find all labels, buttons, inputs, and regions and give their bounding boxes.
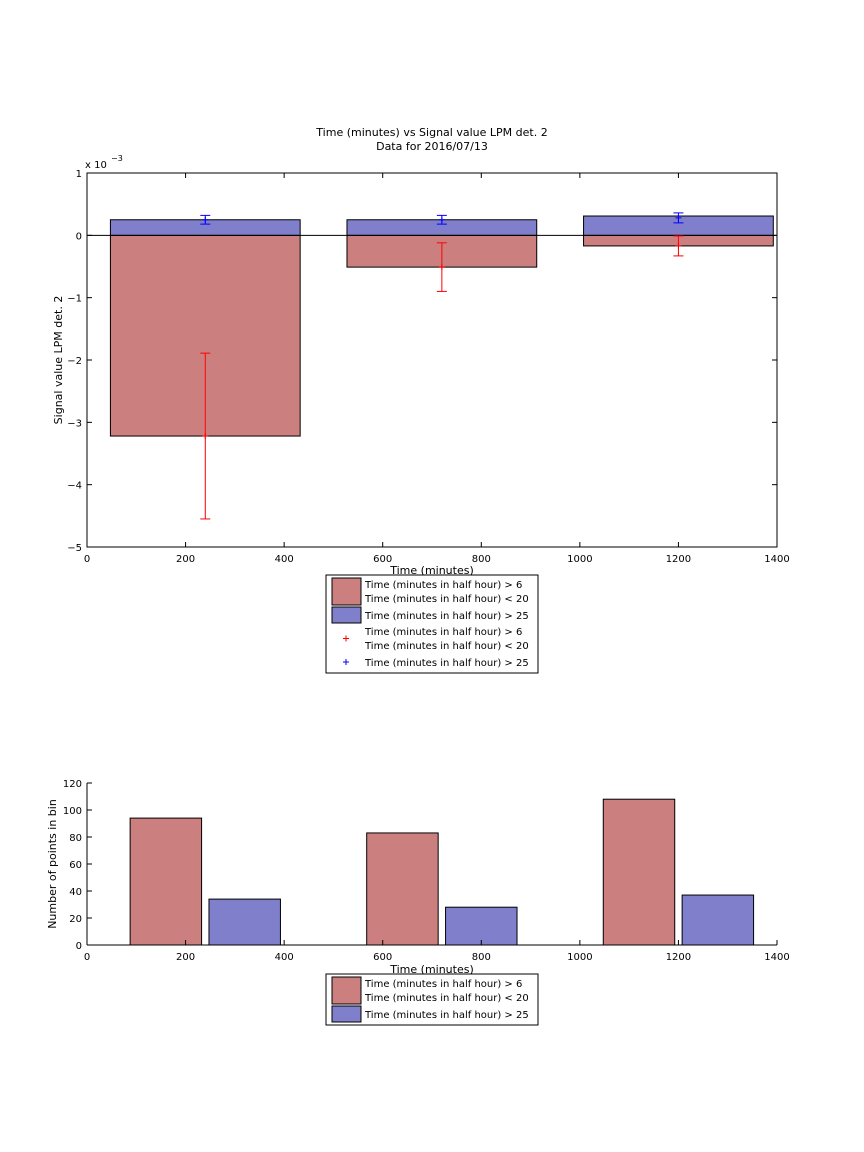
y-tick-label: 1	[76, 169, 82, 180]
y-tick-label: 0	[76, 941, 82, 952]
top-chart-subtitle: Data for 2016/07/13	[376, 140, 488, 153]
legend-entry-3: Time (minutes in half hour) > 6 Time (min…	[343, 627, 529, 652]
legend-entry-1: Time (minutes in half hour) > 6 Time (min…	[331, 976, 529, 1005]
top-chart-ticks: 0 200 400 600 800 1000 1200 1400 −5 −4 −3 −2 −1 0 1	[67, 169, 789, 565]
legend-swatch	[331, 577, 362, 606]
errorbar-series1-1	[200, 352, 211, 520]
y-tick-label: 20	[69, 914, 82, 925]
legend-label: Time (minutes in half hour) > 6	[364, 979, 522, 990]
count-bar-series2-2	[445, 906, 518, 946]
y-tick-label: 0	[76, 231, 82, 242]
y-tick-label: −4	[67, 481, 82, 492]
errorbar-series1-2	[436, 242, 447, 292]
y-tick-label: −2	[67, 356, 82, 367]
top-chart-exponent-base: x 10	[85, 160, 107, 171]
top-chart-xlabel: Time (minutes)	[389, 564, 474, 577]
legend-entry-1: Time (minutes in half hour) > 6 Time (min…	[331, 577, 529, 606]
count-bar-series1-1	[129, 817, 203, 946]
bottom-chart-legend: Time (minutes in half hour) > 6 Time (min…	[325, 973, 539, 1026]
y-tick-label: −1	[67, 294, 82, 305]
legend-swatch	[331, 606, 362, 624]
x-tick-label: 400	[275, 952, 294, 963]
bottom-chart-ticks: 0 200 400 600 800 1000 1200 1400 0 20 40 60 80 100 120	[63, 779, 790, 963]
top-chart-exponent-power: −3	[111, 154, 123, 163]
errorbar-series2-2	[436, 214, 447, 225]
bottom-chart-marks	[129, 798, 755, 946]
legend-label-line2: Time (minutes in half hour) < 20	[364, 641, 529, 652]
legend-entry-2: Time (minutes in half hour) > 25	[331, 1005, 529, 1023]
y-tick-label: −5	[67, 543, 82, 554]
y-tick-label: −3	[67, 418, 82, 429]
errorbar-series1-3	[673, 235, 684, 257]
top-chart-marks	[87, 212, 777, 520]
x-tick-label: 1400	[764, 554, 789, 565]
x-tick-label: 200	[176, 554, 195, 565]
x-tick-label: 0	[84, 554, 90, 565]
count-bar-series1-2	[366, 832, 439, 946]
x-tick-label: 800	[472, 952, 491, 963]
legend-swatch	[331, 976, 362, 1005]
count-bar-series2-3	[681, 894, 755, 946]
legend-label: Time (minutes in half hour) > 25	[364, 658, 529, 669]
legend-label: Time (minutes in half hour) > 6	[364, 627, 522, 638]
top-chart-title: Time (minutes) vs Signal value LPM det. …	[315, 126, 547, 139]
x-tick-label: 0	[84, 952, 90, 963]
top-chart-ylabel: Signal value LPM det. 2	[52, 296, 65, 425]
bottom-chart: 0 200 400 600 800 1000 1200 1400 0 20 40 60 80 100 120…	[46, 779, 790, 1026]
x-tick-label: 800	[472, 554, 491, 565]
y-tick-label: 40	[69, 887, 82, 898]
count-bar-series2-1	[208, 898, 281, 946]
top-chart-legend: Time (minutes in half hour) > 6 Time (min…	[325, 574, 539, 674]
bottom-chart-xlabel: Time (minutes)	[389, 963, 474, 976]
top-chart: Time (minutes) vs Signal value LPM det. …	[52, 126, 790, 674]
legend-label-line2: Time (minutes in half hour) < 20	[364, 594, 529, 605]
x-tick-label: 400	[275, 554, 294, 565]
legend-label: Time (minutes in half hour) > 25	[364, 1010, 529, 1021]
count-bar-series1-3	[602, 798, 676, 946]
x-tick-label: 1000	[567, 554, 592, 565]
x-tick-label: 600	[373, 554, 392, 565]
legend-swatch	[331, 1005, 362, 1023]
errorbar-series2-1	[200, 214, 211, 225]
errorbar-series2-3	[673, 212, 684, 224]
legend-label-line2: Time (minutes in half hour) < 20	[364, 993, 529, 1004]
x-tick-label: 1400	[764, 952, 789, 963]
legend-entry-4: Time (minutes in half hour) > 25	[343, 658, 529, 669]
bottom-chart-ylabel: Number of points in bin	[46, 799, 59, 929]
y-tick-label: 120	[63, 779, 82, 790]
legend-label: Time (minutes in half hour) > 6	[364, 580, 522, 591]
x-tick-label: 1200	[666, 952, 691, 963]
x-tick-label: 600	[373, 952, 392, 963]
x-tick-label: 200	[176, 952, 195, 963]
y-tick-label: 80	[69, 833, 82, 844]
y-tick-label: 100	[63, 806, 82, 817]
x-tick-label: 1000	[567, 952, 592, 963]
y-tick-label: 60	[69, 860, 82, 871]
x-tick-label: 1200	[666, 554, 691, 565]
legend-label: Time (minutes in half hour) > 25	[364, 611, 529, 622]
legend-entry-2: Time (minutes in half hour) > 25	[331, 606, 529, 624]
